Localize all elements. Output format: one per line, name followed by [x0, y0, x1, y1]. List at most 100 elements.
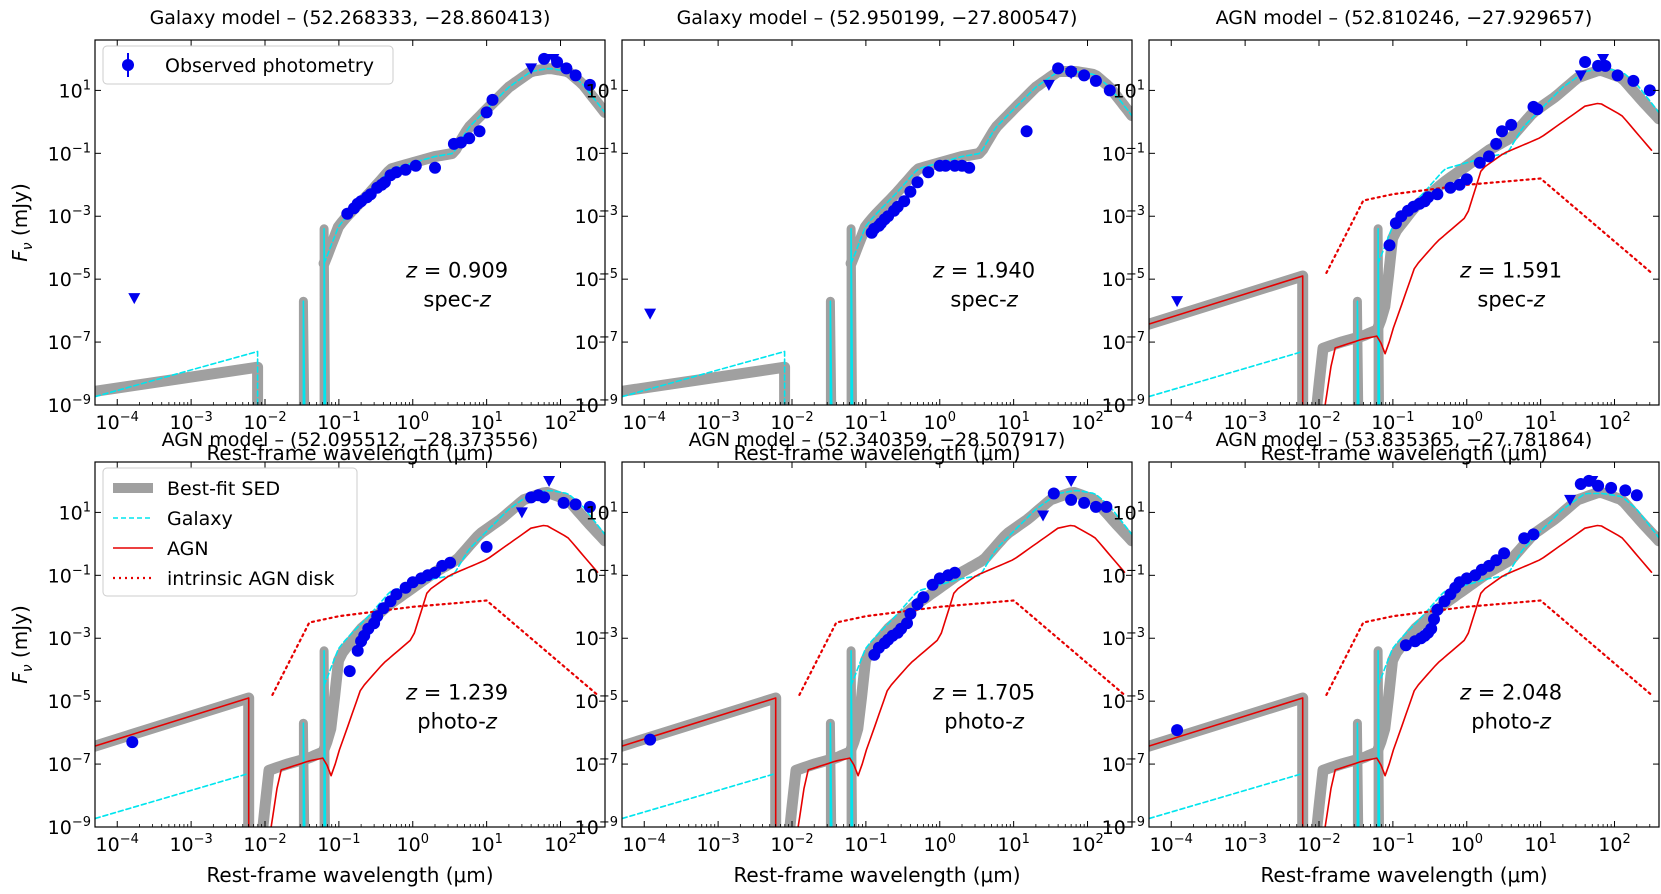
photometry-point	[898, 195, 911, 208]
best-fit-tail	[1149, 692, 1309, 827]
legend-label: Galaxy	[167, 508, 233, 530]
y-tick-label: 10−9	[575, 393, 618, 417]
x-tick-label: 100	[1451, 832, 1483, 856]
x-tick-label: 102	[1071, 832, 1103, 856]
galaxy-tail	[1149, 350, 1304, 405]
y-tick-label: 10−7	[48, 752, 91, 776]
photometry-point	[480, 106, 493, 119]
photometry-point	[343, 665, 356, 678]
x-tick-label: 100	[924, 410, 956, 434]
agn-tail	[95, 697, 250, 827]
panel-title: AGN model – (53.835365, −27.781864)	[1216, 429, 1593, 451]
photometry-point	[1078, 496, 1091, 509]
photometry-point	[473, 125, 486, 138]
panel-5: 10−4 10−3 10−2 10−1 100 101 102 10−9 10−7 10−5 10−…	[575, 429, 1133, 887]
x-tick-label: 101	[470, 410, 502, 434]
photometry-point	[1425, 622, 1438, 635]
y-tick-label: 10−3	[48, 204, 91, 228]
x-tick-label: 101	[997, 410, 1029, 434]
photometry-point	[1505, 118, 1518, 131]
photometry-point	[538, 491, 551, 504]
redshift-label: z = 1.705	[932, 680, 1035, 704]
agn-tail	[1149, 275, 1304, 405]
y-tick-label: 10−9	[575, 815, 618, 839]
galaxy-lines	[302, 650, 327, 827]
photometry-point	[1422, 191, 1435, 204]
panel-title: Galaxy model – (52.950199, −27.800547)	[677, 7, 1078, 29]
x-axis-label: Rest-frame wavelength (μm)	[733, 441, 1020, 465]
photometry-point	[1431, 603, 1444, 616]
photometry-point	[963, 161, 976, 174]
photometry-point	[922, 166, 935, 179]
upper-limit-marker	[525, 63, 538, 75]
photometry-point	[1428, 613, 1440, 626]
photometry-point	[560, 62, 573, 75]
upper-limit-marker	[1065, 475, 1078, 487]
x-tick-label: 10−2	[243, 410, 286, 434]
photometry-point	[939, 159, 952, 172]
y-axis-label: Fν (mJy)	[8, 183, 36, 262]
photometry-point	[1078, 69, 1091, 82]
best-fit-tail	[1149, 270, 1309, 405]
axes-frame	[94, 461, 606, 828]
redshift-type: spec-z	[423, 287, 491, 311]
redshift-type: spec-z	[950, 287, 1018, 311]
photometry-point	[557, 496, 570, 509]
legend-label: Observed photometry	[165, 55, 374, 77]
y-tick-label: 10−1	[575, 141, 618, 165]
x-tick-label: 10−3	[696, 832, 739, 856]
agn-sed	[270, 524, 599, 827]
best-fit-sed	[1311, 64, 1659, 405]
redshift-type: photo-z	[417, 709, 498, 733]
x-axis-label: Rest-frame wavelength (μm)	[1260, 863, 1547, 887]
plot-area	[95, 52, 605, 405]
y-tick-label: 10−9	[1102, 393, 1145, 417]
upper-limit-marker	[1065, 68, 1078, 80]
photometry-point	[399, 163, 412, 176]
y-tick-label: 10−3	[575, 204, 618, 228]
x-tick-label: 10−4	[623, 832, 666, 856]
y-tick-label: 10−1	[48, 141, 91, 165]
intrinsic-agn-disk	[1325, 599, 1653, 696]
upper-limit-marker	[1586, 475, 1599, 487]
galaxy-lines	[302, 228, 327, 405]
panel-title: AGN model – (52.095512, −28.373556)	[162, 429, 539, 451]
galaxy-tail	[622, 350, 786, 405]
upper-limit-marker	[1597, 53, 1610, 65]
photometry-point	[480, 540, 493, 553]
galaxy-lines	[829, 650, 854, 827]
axes-frame	[94, 39, 606, 406]
galaxy-sed	[850, 489, 1132, 687]
panel-title: Galaxy model – (52.268333, −28.860413)	[150, 7, 551, 29]
photometry-point	[390, 166, 403, 179]
y-axis-label: Fν (mJy)	[8, 605, 36, 684]
galaxy-lines	[1356, 650, 1381, 827]
legend: Best-fit SED Galaxy AGN intrinsic AGN disk	[102, 467, 358, 597]
x-tick-label: 102	[544, 410, 576, 434]
redshift-label: z = 1.940	[932, 258, 1035, 282]
photometry-point	[486, 93, 499, 106]
panel-4: 10−4 10−3 10−2 10−1 100 101 102 10−9 10−7 10−5 10−…	[8, 429, 606, 887]
panel-title: AGN model – (52.340359, −28.507917)	[689, 429, 1066, 451]
y-tick-label: 10−9	[1102, 815, 1145, 839]
y-tick-label: 10−5	[575, 267, 618, 291]
photometry-point	[1592, 479, 1605, 492]
photometry-point	[1579, 56, 1592, 68]
x-tick-label: 10−1	[1371, 832, 1414, 856]
redshift-label: z = 2.048	[1459, 680, 1562, 704]
best-fit-lines	[825, 646, 857, 827]
x-tick-label: 10−1	[844, 410, 887, 434]
x-tick-label: 102	[544, 832, 576, 856]
best-fit-tail	[95, 692, 255, 827]
photometry-point	[904, 185, 917, 198]
x-tick-label: 10−4	[1150, 832, 1193, 856]
y-tick-label: 101	[59, 78, 91, 102]
y-tick-label: 10−7	[1102, 752, 1145, 776]
redshift-type: photo-z	[944, 709, 1025, 733]
photometry-point	[371, 610, 384, 623]
y-tick-label: 10−9	[48, 815, 91, 839]
best-fit-tail	[622, 692, 782, 827]
panel-1: 10−4 10−3 10−2 10−1 100 101 102 10−9 10−7 10−5 10−…	[8, 7, 606, 465]
photometry-point	[1605, 481, 1618, 494]
agn-sed	[797, 524, 1126, 827]
